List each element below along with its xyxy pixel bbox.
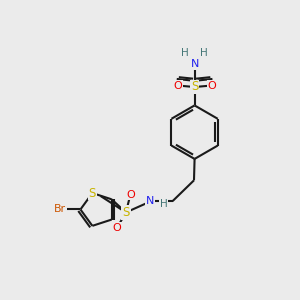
Text: Br: Br [54, 204, 66, 214]
Text: N: N [190, 59, 199, 69]
Text: S: S [89, 187, 96, 200]
Text: O: O [112, 223, 122, 233]
Text: H: H [181, 48, 189, 59]
Text: H: H [160, 199, 167, 208]
Text: H: H [200, 48, 208, 59]
Text: N: N [146, 196, 154, 206]
Text: O: O [173, 80, 182, 91]
Text: O: O [126, 190, 135, 200]
Text: S: S [191, 80, 198, 94]
Text: S: S [122, 206, 130, 219]
Text: O: O [207, 80, 216, 91]
